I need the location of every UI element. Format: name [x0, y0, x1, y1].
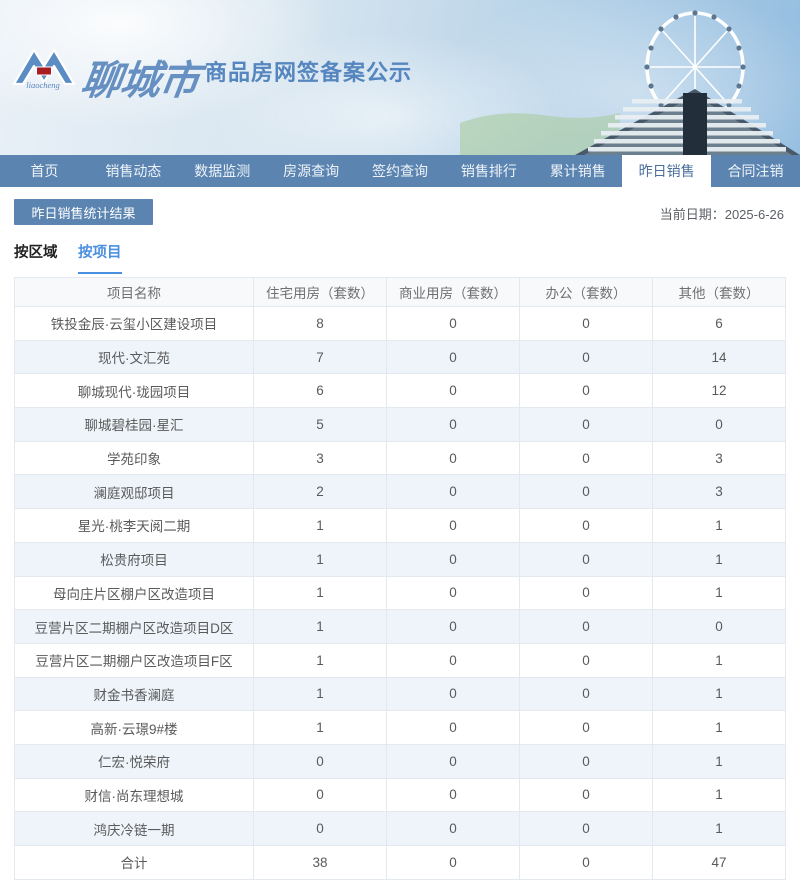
svg-text:liaocheng: liaocheng	[26, 80, 60, 90]
